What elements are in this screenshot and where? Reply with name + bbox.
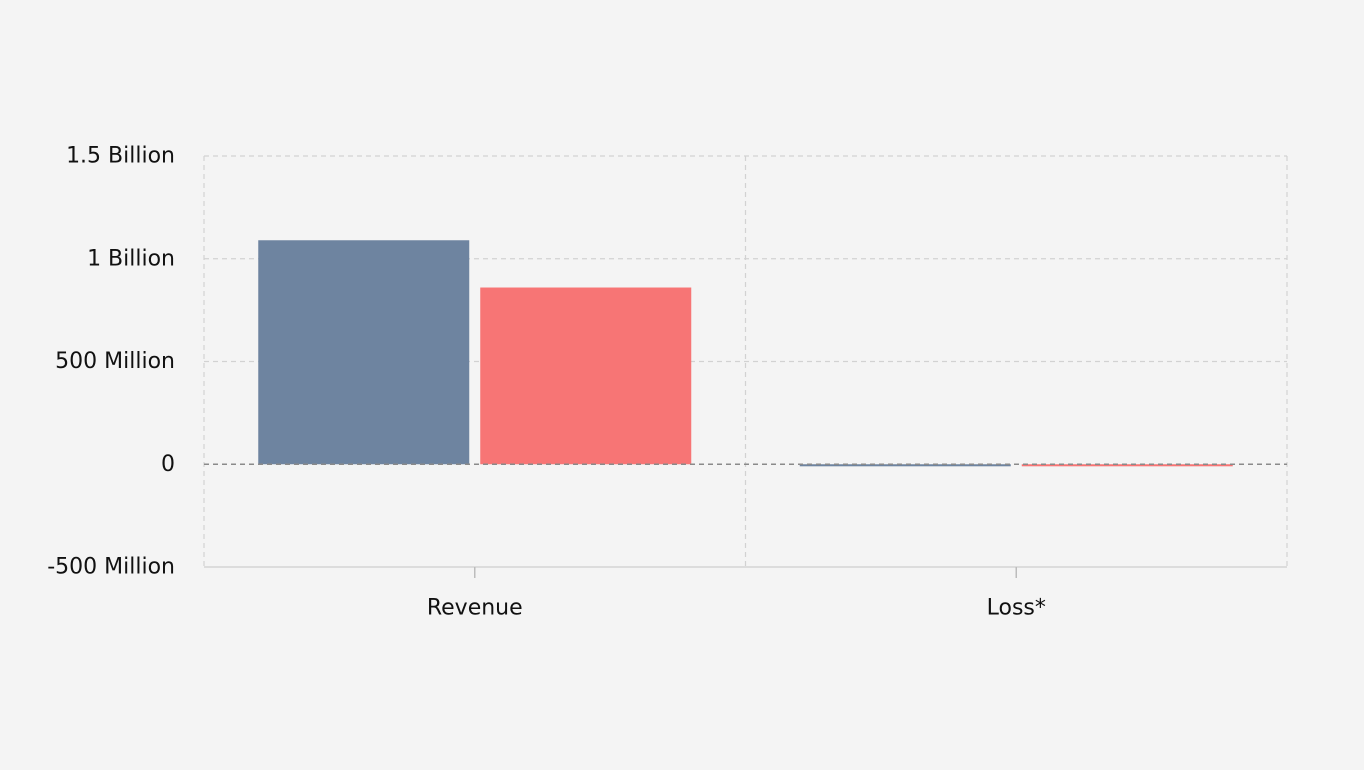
label-layer: 1.5 Billion 1 Billion 500 Million 0 -500 Mil… [47,144,1046,621]
x-tick-label: Revenue [427,596,523,621]
bar [799,464,1011,467]
y-tick-label: 1 Billion [87,246,175,271]
y-tick-label: 500 Million [55,349,175,374]
bar [1021,464,1233,467]
axis-layer [204,463,1287,578]
bar [480,287,692,465]
x-tick-label: Loss* [987,596,1046,621]
y-tick-label: 1.5 Billion [66,144,175,169]
y-tick-label: -500 Million [47,555,175,580]
y-tick-label: 0 [161,452,175,477]
bars-layer [258,240,1233,467]
bar [258,240,470,465]
